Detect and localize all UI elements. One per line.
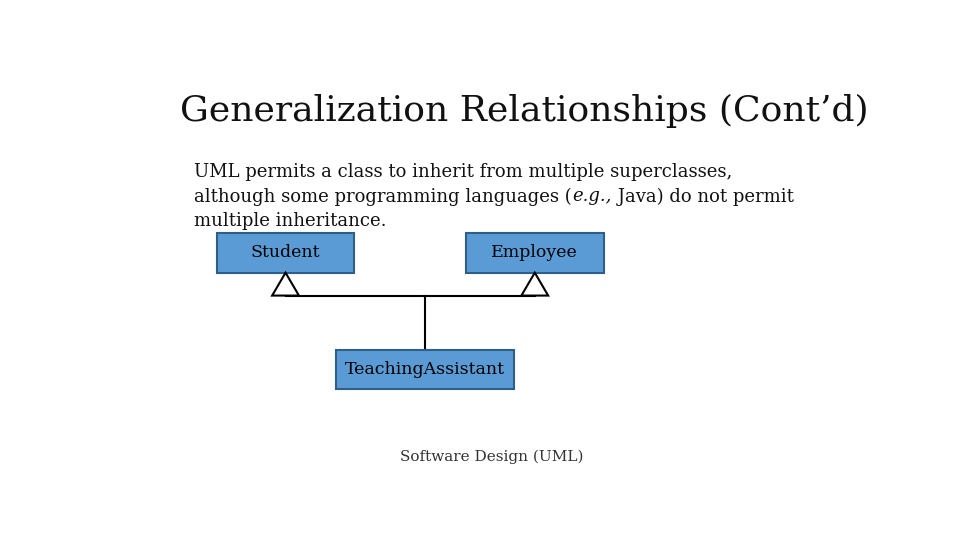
FancyBboxPatch shape [217, 233, 354, 273]
Polygon shape [521, 273, 548, 295]
Text: UML permits a class to inherit from multiple superclasses,: UML permits a class to inherit from mult… [194, 163, 732, 180]
Text: multiple inheritance.: multiple inheritance. [194, 212, 387, 231]
Text: Software Design (UML): Software Design (UML) [400, 450, 584, 464]
Text: although some programming languages (: although some programming languages ( [194, 187, 572, 206]
Polygon shape [272, 273, 299, 295]
FancyBboxPatch shape [336, 349, 515, 389]
FancyBboxPatch shape [466, 233, 604, 273]
Text: Java) do not permit: Java) do not permit [612, 187, 793, 206]
Text: Employee: Employee [492, 245, 578, 261]
Text: e.g.,: e.g., [572, 187, 612, 205]
Text: Student: Student [251, 245, 321, 261]
Text: Generalization Relationships (Cont’d): Generalization Relationships (Cont’d) [180, 94, 868, 128]
Text: TeachingAssistant: TeachingAssistant [345, 361, 505, 378]
